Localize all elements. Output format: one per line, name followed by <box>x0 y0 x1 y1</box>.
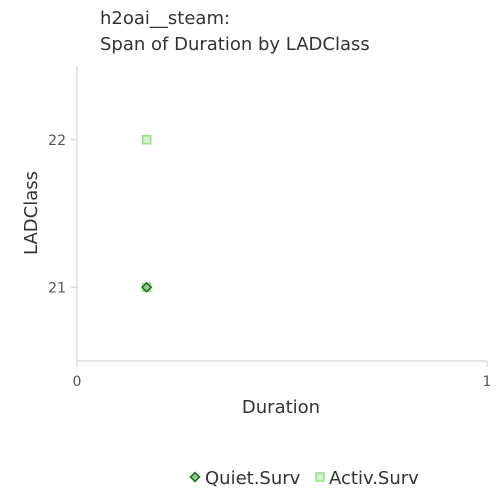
y-axis-label: LADClass <box>21 171 42 255</box>
y-tick-label: 21 <box>48 280 66 296</box>
legend-marker-activ-surv <box>315 472 325 482</box>
legend-label-quiet-surv: Quiet.Surv <box>205 468 301 489</box>
data-point-quiet-surv <box>141 281 153 293</box>
data-point-activ-surv <box>141 135 152 145</box>
legend: Quiet.Surv Activ.Surv <box>189 468 419 489</box>
x-tick-label: 1 <box>483 374 492 390</box>
x-tick-label: 0 <box>73 374 82 390</box>
chart-title: h2oai__steam: Span of Duration by LADCla… <box>100 8 370 55</box>
y-tick-label: 22 <box>48 133 66 149</box>
x-axis-label: Duration <box>242 397 320 418</box>
data-points <box>141 135 153 293</box>
legend-item-quiet-surv: Quiet.Surv <box>189 468 301 489</box>
y-ticks: 21 22 <box>48 133 77 296</box>
chart-title-line-1: h2oai__steam: <box>100 8 230 29</box>
legend-label-activ-surv: Activ.Surv <box>329 468 419 489</box>
legend-item-activ-surv: Activ.Surv <box>315 468 419 489</box>
legend-marker-quiet-surv <box>189 471 201 483</box>
chart-title-line-2: Span of Duration by LADClass <box>100 34 370 55</box>
